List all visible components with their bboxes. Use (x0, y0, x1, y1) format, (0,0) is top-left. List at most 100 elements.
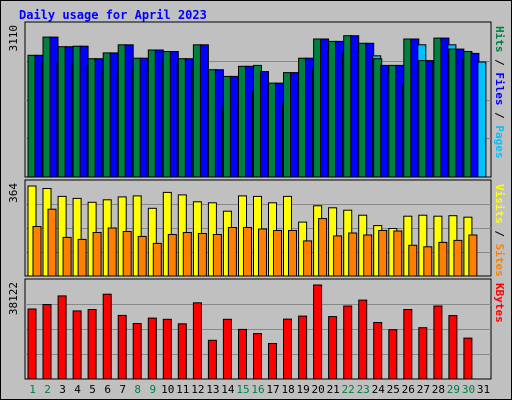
bar-kbytes-day-21 (328, 316, 338, 380)
x-tick-label-day-5: 5 (89, 383, 96, 396)
bar-sites-day-9 (152, 242, 162, 277)
bar-sites-day-3 (62, 236, 72, 277)
x-tick-label-day-24: 24 (372, 383, 386, 396)
x-tick-label-day-9: 9 (149, 383, 156, 396)
bar-sites-day-20 (318, 218, 328, 277)
x-tick-label-day-19: 19 (296, 383, 309, 396)
x-tick-label-day-11: 11 (176, 383, 189, 396)
legend-separator: / (493, 224, 506, 244)
bar-sites-day-10 (167, 234, 177, 277)
bar-kbytes-day-11 (177, 323, 187, 380)
bar-sites-day-14 (227, 227, 237, 277)
legend-item: Visits (493, 184, 506, 224)
bar-kbytes-day-4 (72, 310, 82, 380)
bar-kbytes-day-26 (403, 309, 413, 380)
x-tick-label-day-18: 18 (281, 383, 294, 396)
bar-kbytes-day-20 (313, 284, 323, 380)
bar-kbytes-day-16 (253, 333, 262, 380)
x-tick-label-day-8: 8 (134, 383, 141, 396)
bar-kbytes-day-8 (132, 323, 142, 380)
bar-sites-day-21 (333, 235, 343, 277)
bar-sites-day-26 (408, 244, 418, 277)
panel-hits-files-pages: 3110 Hits / Files / Pages (7, 21, 506, 178)
bar-sites-day-25 (393, 230, 403, 277)
bar-kbytes-day-30 (463, 337, 473, 380)
x-tick-label-day-23: 23 (357, 383, 370, 396)
bar-kbytes-day-28 (433, 305, 443, 380)
bar-kbytes-day-15 (238, 328, 247, 380)
bar-sites-day-27 (423, 246, 433, 277)
bar-visits-day-27 (418, 214, 428, 277)
y-axis-max-label: 3110 (7, 25, 20, 52)
bar-sites-day-23 (363, 234, 373, 277)
x-tick-label-day-29: 29 (447, 383, 460, 396)
x-tick-label-day-16: 16 (251, 383, 264, 396)
bar-sites-day-6 (107, 227, 117, 277)
legend-sites-visits: Visits / Sites (493, 184, 506, 277)
bar-kbytes-day-2 (42, 304, 52, 380)
x-tick-label-day-28: 28 (432, 383, 445, 396)
panel-sites-visits: 364 Visits / Sites (7, 179, 506, 277)
legend-kbytes: KBytes (493, 283, 506, 323)
x-tick-label-day-10: 10 (161, 383, 174, 396)
bar-sites-day-15 (243, 227, 252, 277)
bar-kbytes-day-12 (192, 302, 202, 380)
legend-item: Pages (493, 125, 506, 158)
bar-kbytes-day-3 (57, 295, 67, 380)
x-tick-label-day-20: 20 (311, 383, 324, 396)
x-tick-label-day-15: 15 (236, 383, 249, 396)
bar-visits-day-3 (57, 195, 67, 277)
legend-item: KBytes (493, 283, 506, 323)
bar-kbytes-day-18 (283, 318, 292, 380)
bar-kbytes-day-19 (298, 315, 308, 380)
x-tick-label-day-21: 21 (327, 383, 340, 396)
x-tick-label-day-1: 1 (29, 383, 36, 396)
y-axis-max-label: 38122 (7, 282, 20, 315)
bar-sites-day-5 (92, 232, 102, 277)
bar-kbytes-day-1 (27, 308, 37, 380)
bar-sites-day-12 (197, 233, 207, 277)
y-axis-max-label: 364 (7, 183, 20, 203)
bar-kbytes-day-23 (358, 299, 368, 380)
bar-kbytes-day-22 (343, 305, 353, 380)
x-tick-label-day-25: 25 (387, 383, 400, 396)
bar-kbytes-day-5 (87, 309, 97, 380)
bar-kbytes-day-29 (448, 315, 458, 380)
bar-kbytes-day-9 (147, 317, 157, 380)
bar-sites-day-7 (122, 231, 132, 277)
legend-separator: / (493, 53, 506, 73)
legend-item: Sites (493, 244, 506, 277)
x-tick-label-day-4: 4 (74, 383, 81, 396)
bar-sites-day-28 (438, 241, 448, 277)
bar-kbytes-day-6 (102, 293, 112, 380)
panel-kbytes: 38122 KBytes (7, 278, 506, 380)
x-tick-label-day-13: 13 (206, 383, 219, 396)
x-tick-label-day-27: 27 (417, 383, 430, 396)
bar-kbytes-day-10 (162, 318, 172, 380)
bar-sites-day-8 (137, 235, 147, 277)
legend-item: Hits (493, 26, 506, 53)
chart-title: Daily usage for April 2023 (19, 8, 207, 22)
x-tick-label-day-14: 14 (221, 383, 235, 396)
bar-sites-day-18 (288, 230, 297, 277)
bar-sites-day-4 (77, 238, 87, 277)
x-tick-label-day-22: 22 (342, 383, 355, 396)
bar-sites-day-11 (182, 232, 192, 277)
x-tick-label-day-6: 6 (104, 383, 111, 396)
bar-sites-day-13 (212, 234, 222, 277)
legend-separator: / (493, 106, 506, 126)
bar-visits-day-9 (147, 207, 157, 277)
x-tick-label-day-26: 26 (402, 383, 415, 396)
bar-pages-day-30 (477, 61, 487, 178)
bar-sites-day-30 (468, 234, 478, 277)
bar-visits-day-4 (72, 197, 82, 277)
bar-kbytes-day-25 (388, 329, 398, 380)
x-tick-label-day-17: 17 (266, 383, 279, 396)
x-tick-label-day-7: 7 (119, 383, 126, 396)
x-tick-label-day-3: 3 (59, 383, 66, 396)
bar-sites-day-22 (348, 232, 358, 277)
bar-sites-day-17 (273, 230, 282, 277)
bar-kbytes-day-14 (222, 318, 232, 380)
bar-sites-day-24 (378, 230, 388, 277)
